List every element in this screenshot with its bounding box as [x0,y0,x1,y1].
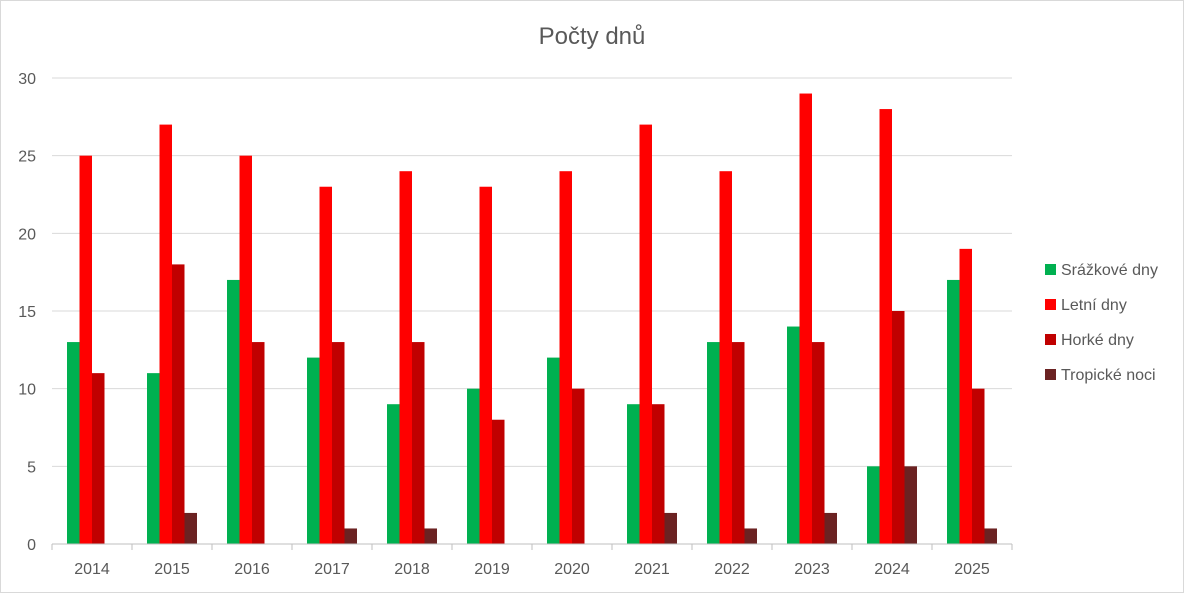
bar-tropick-noci-2023 [824,512,837,544]
bar-sr-kov-dny-2014 [67,342,80,544]
bar-letn-dny-2024 [879,109,892,545]
bar-sr-kov-dny-2017 [307,357,320,544]
bar-tropick-noci-2022 [744,528,757,544]
bar-hork-dny-2023 [812,342,825,544]
bar-letn-dny-2018 [399,171,412,544]
bar-sr-kov-dny-2019 [467,388,480,544]
y-tick-label: 20 [18,226,36,243]
bar-hork-dny-2020 [572,388,585,544]
bar-sr-kov-dny-2016 [227,279,240,544]
bar-letn-dny-2021 [639,124,652,544]
bar-hork-dny-2019 [492,419,505,544]
legend-swatch [1045,299,1056,310]
bar-sr-kov-dny-2018 [387,404,400,544]
bar-letn-dny-2025 [959,248,972,544]
bar-letn-dny-2023 [799,93,812,545]
x-tick-label: 2022 [714,561,750,578]
bar-sr-kov-dny-2023 [787,326,800,544]
legend-swatch [1045,334,1056,345]
bar-hork-dny-2016 [252,342,265,544]
gridlines [52,77,1012,467]
x-tick-label: 2017 [314,561,350,578]
legend-swatch [1045,264,1056,275]
bar-sr-kov-dny-2022 [707,342,720,544]
bar-hork-dny-2022 [732,342,745,544]
x-tick-label: 2020 [554,561,590,578]
x-tick-label: 2025 [954,561,990,578]
bar-hork-dny-2014 [92,373,105,544]
legend: Srážkové dny Letní dny Horké dny Tropické n… [1045,262,1158,384]
bar-hork-dny-2015 [172,264,185,544]
bar-tropick-noci-2025 [984,528,997,544]
x-tick-label: 2014 [74,561,110,578]
y-tick-label: 30 [18,71,36,88]
bar-letn-dny-2020 [559,171,572,544]
bar-sr-kov-dny-2015 [147,373,160,544]
bar-hork-dny-2024 [892,311,905,544]
x-tick-label: 2021 [634,561,670,578]
x-tick-label: 2018 [394,561,430,578]
bar-letn-dny-2019 [479,186,492,544]
x-tick-label: 2019 [474,561,510,578]
legend-label: Horké dny [1061,332,1134,349]
x-tick-label: 2016 [234,561,270,578]
bars [67,93,997,545]
legend-label: Tropické noci [1061,367,1156,384]
bar-sr-kov-dny-2025 [947,279,960,544]
bar-letn-dny-2014 [79,155,92,544]
bar-tropick-noci-2017 [344,528,357,544]
bar-sr-kov-dny-2021 [627,404,640,544]
y-tick-label: 5 [27,459,36,476]
y-tick-label: 10 [18,382,36,399]
y-tick-label: 25 [18,149,36,166]
bar-tropick-noci-2015 [184,512,197,544]
chart-title: Počty dnů [539,23,646,50]
legend-label: Srážkové dny [1061,262,1158,279]
bar-hork-dny-2021 [652,404,665,544]
bar-tropick-noci-2021 [664,512,677,544]
y-tick-label: 0 [27,537,36,554]
y-tick-label: 15 [18,304,36,321]
bar-letn-dny-2022 [719,171,732,544]
x-tick-label: 2015 [154,561,190,578]
bar-letn-dny-2017 [319,186,332,544]
bar-sr-kov-dny-2020 [547,357,560,544]
bar-tropick-noci-2024 [904,466,917,544]
bar-hork-dny-2017 [332,342,345,544]
bar-tropick-noci-2018 [424,528,437,544]
bar-letn-dny-2015 [159,124,172,544]
bar-hork-dny-2025 [972,388,985,544]
legend-label: Letní dny [1061,297,1127,314]
bar-hork-dny-2018 [412,342,425,544]
bar-letn-dny-2016 [239,155,252,544]
x-tick-label: 2023 [794,561,830,578]
bar-sr-kov-dny-2024 [867,466,880,544]
x-tick-label: 2024 [874,561,910,578]
legend-swatch [1045,369,1056,380]
